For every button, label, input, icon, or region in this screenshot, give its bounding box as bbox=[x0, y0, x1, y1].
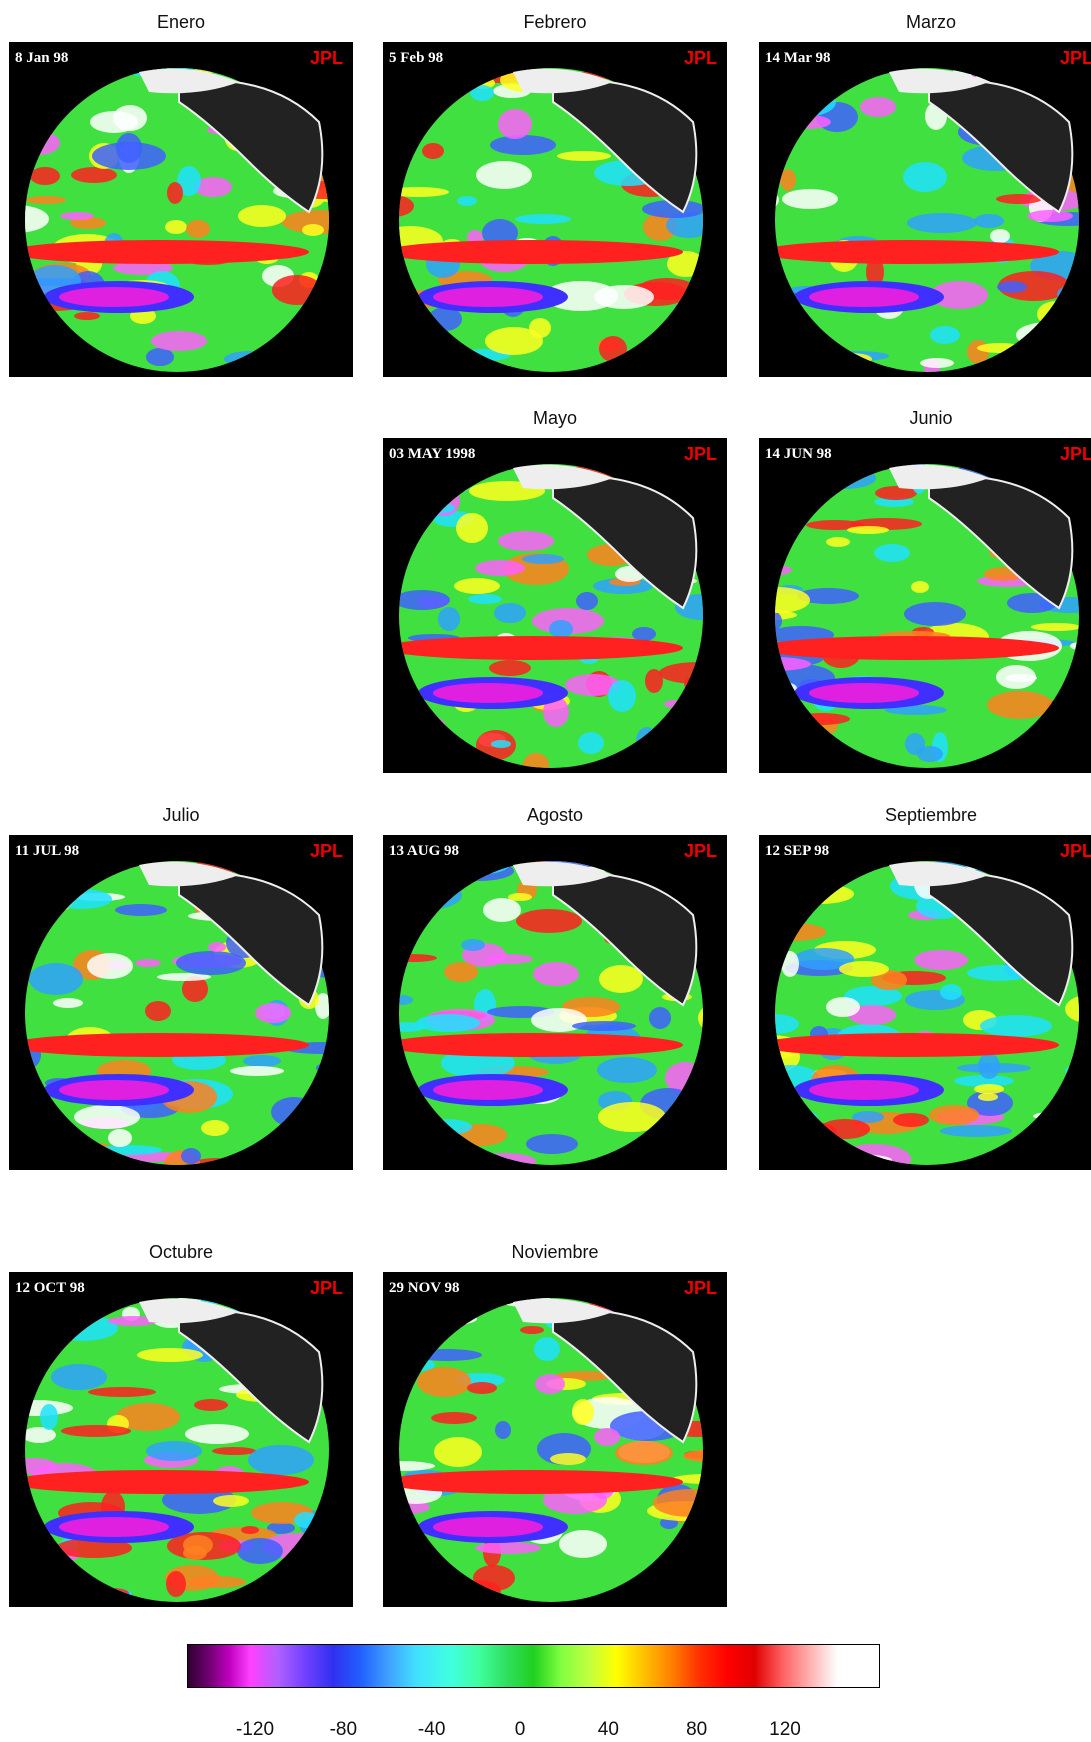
globe-image bbox=[775, 464, 1079, 768]
panel: 12 OCT 98 JPL bbox=[9, 1272, 353, 1607]
panel-label: Junio bbox=[909, 408, 953, 428]
panel: 29 NOV 98 JPL bbox=[383, 1272, 727, 1607]
logo: JPL bbox=[309, 841, 343, 861]
globe-image bbox=[399, 1298, 703, 1602]
panel-label: Julio bbox=[162, 805, 200, 825]
panel-label: Agosto bbox=[526, 805, 584, 825]
colorbar-tick-label: -40 bbox=[417, 1719, 446, 1740]
logo: JPL bbox=[683, 1278, 717, 1298]
globe-image bbox=[25, 1298, 329, 1602]
panel: 8 Jan 98 JPL bbox=[9, 42, 353, 377]
panel: 12 SEP 98 JPL bbox=[759, 835, 1091, 1170]
globe-image bbox=[775, 861, 1079, 1165]
date-stamp: 11 JUL 98 bbox=[15, 843, 80, 859]
colorbar-tick-label: 0 bbox=[514, 1719, 526, 1740]
date-stamp: 8 Jan 98 bbox=[15, 50, 69, 66]
panel: 13 AUG 98 JPL bbox=[383, 835, 727, 1170]
colorbar-tick-label: -80 bbox=[329, 1719, 358, 1740]
logo: JPL bbox=[683, 841, 717, 861]
colorbar bbox=[187, 1644, 880, 1688]
panel-label: Enero bbox=[156, 12, 206, 32]
colorbar-tick-label: 40 bbox=[597, 1719, 619, 1740]
logo: JPL bbox=[683, 48, 717, 68]
globe-image bbox=[775, 68, 1079, 372]
panel-label: Noviembre bbox=[511, 1242, 599, 1262]
date-stamp: 13 AUG 98 bbox=[389, 843, 460, 859]
logo: JPL bbox=[309, 1278, 343, 1298]
colorbar-tick-label: -120 bbox=[235, 1719, 275, 1740]
panel-label: Septiembre bbox=[884, 805, 978, 825]
date-stamp: 12 OCT 98 bbox=[15, 1280, 85, 1296]
panel: 5 Feb 98 JPL bbox=[383, 42, 727, 377]
date-stamp: 14 JUN 98 bbox=[765, 446, 832, 462]
panel-label: Febrero bbox=[523, 12, 587, 32]
date-stamp: 12 SEP 98 bbox=[765, 843, 830, 859]
logo: JPL bbox=[1059, 48, 1091, 68]
panel-label: Marzo bbox=[905, 12, 956, 32]
panel: 03 MAY 1998 JPL bbox=[383, 438, 727, 773]
globe-image bbox=[399, 861, 703, 1165]
globe-image bbox=[25, 68, 329, 372]
logo: JPL bbox=[1059, 444, 1091, 464]
panel: 11 JUL 98 JPL bbox=[9, 835, 353, 1170]
date-stamp: 5 Feb 98 bbox=[389, 50, 444, 66]
panel: 14 JUN 98 JPL bbox=[759, 438, 1091, 773]
globe-image bbox=[399, 68, 703, 372]
panel: 14 Mar 98 JPL bbox=[759, 42, 1091, 377]
logo: JPL bbox=[683, 444, 717, 464]
panel-label: Mayo bbox=[532, 408, 577, 428]
colorbar-tick-label: 80 bbox=[686, 1719, 708, 1740]
date-stamp: 03 MAY 1998 bbox=[389, 446, 476, 462]
date-stamp: 14 Mar 98 bbox=[765, 50, 831, 66]
logo: JPL bbox=[1059, 841, 1091, 861]
colorbar-tick-label: 120 bbox=[769, 1719, 801, 1740]
logo: JPL bbox=[309, 48, 343, 68]
panel-label: Octubre bbox=[148, 1242, 214, 1262]
date-stamp: 29 NOV 98 bbox=[389, 1280, 460, 1296]
globe-image bbox=[25, 861, 329, 1165]
globe-image bbox=[399, 464, 703, 768]
